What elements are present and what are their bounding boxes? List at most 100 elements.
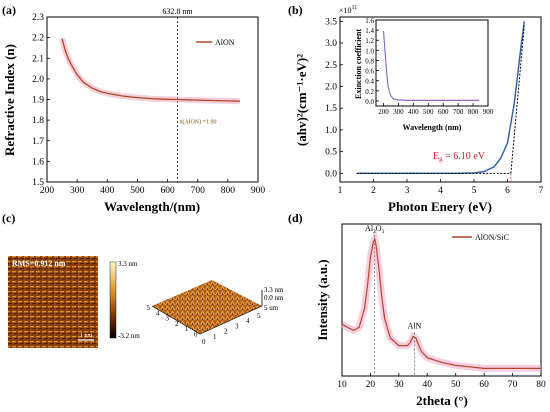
panel-b-y-tick-label-5: 2.5 (325, 61, 337, 71)
panel-a-annotation: n(AlON) =1.90 (179, 119, 216, 126)
panel-b-series (356, 21, 525, 174)
panel-a-y-tick-label-1: 1.6 (32, 157, 44, 167)
panel-d-legend-label: AlON/SiC (475, 233, 509, 242)
panel-d-x-tick-label-4: 50 (451, 380, 461, 390)
panel-a-y-tick-label-8: 2.3 (32, 13, 44, 23)
panel-b-inset-y-tick-label-4: 0.8 (365, 57, 374, 65)
panel-c-x-tick-1: 4 (156, 309, 160, 317)
panel-b-x-tick-label-2: 3 (405, 186, 410, 196)
panel-d-peak-label-1: AlN (408, 321, 422, 330)
panel-b-y-ticks: 0.0 0.5 1.0 1.5 2.0 2.5 3.0 3.5 (325, 17, 343, 179)
panel-d-axes (341, 223, 542, 377)
panel-b-x-tick-label-5: 6 (505, 186, 510, 196)
panel-b-x-tick-label-6: 7 (539, 186, 544, 196)
panel-d-x-tick-label-1: 20 (366, 380, 376, 390)
panel-c-y-tick-5: 5 (257, 312, 261, 320)
panel-b-label: (b) (288, 3, 303, 17)
panel-b-y-tick-label-2: 1.0 (325, 126, 337, 136)
panel-b-inset-y-tick-label-7: 1.4 (365, 27, 374, 35)
panel-a-x-tick-label-0: 200 (40, 186, 55, 196)
panel-a-x-tick-label-1: 300 (70, 186, 85, 196)
panel-d-y-axis-label: Intensity (a.u.) (315, 259, 330, 340)
panel-a-x-tick-label-4: 600 (160, 186, 175, 196)
panel-d-peak-label-0: Al2O3 (365, 224, 385, 235)
panel-b-x-ticks: 1 2 3 4 5 6 7 (338, 179, 544, 196)
panel-b-inset-y-tick-label-6: 1.2 (365, 37, 374, 45)
panel-d: (d) 10 20 30 40 50 60 70 80 2theta (°) Intensit… (288, 211, 546, 408)
panel-a-x-tick-label-2: 400 (100, 186, 115, 196)
panel-c-x-tick-2: 3 (166, 315, 170, 323)
panel-b-x-axis-label: Photon Enery (eV) (388, 199, 492, 214)
panel-b-inset-y-tick-label-2: 0.4 (365, 78, 374, 86)
panel-d-x-tick-label-0: 10 (337, 380, 347, 390)
panel-d-x-tick-label-6: 70 (508, 380, 518, 390)
panel-d-x-axis-label: 2theta (°) (416, 393, 468, 408)
panel-c-y-tick-3: 3 (235, 322, 239, 330)
panel-c-xy-unit: 5 um (264, 304, 279, 312)
panel-b-inset-x-tick-label-7: 900 (483, 108, 494, 116)
panel-b-y-tick-label-6: 3.0 (325, 39, 337, 49)
panel-d-error-band (340, 228, 541, 372)
panel-a-label: (a) (2, 3, 16, 17)
panel-b-x-tick-label-3: 4 (438, 186, 443, 196)
panel-c-y-tick-0: 0 (202, 338, 206, 346)
panel-a-y-tick-label-4: 1.9 (32, 96, 44, 106)
panel-b-inset-x-tick-label-4: 600 (438, 108, 449, 116)
panel-a-y-tick-label-2: 1.7 (32, 137, 44, 147)
panel-b-y-multiplier: ×1011 (339, 5, 357, 15)
panel-a-x-tick-label-5: 700 (191, 186, 206, 196)
panel-b-inset-x-tick-label-2: 400 (408, 108, 419, 116)
panel-c-x-tick-3: 2 (175, 320, 179, 328)
panel-b-inset-x-tick-label-5: 700 (453, 108, 464, 116)
panel-a-y-tick-label-5: 2.0 (32, 75, 44, 85)
panel-b-x-tick-label-4: 5 (472, 186, 477, 196)
panel-d-x-tick-label-7: 80 (536, 380, 546, 390)
panel-b-inset-y-tick-label-0: 0.0 (365, 98, 374, 106)
panel-c-z-max: 3.3 nm (264, 286, 284, 294)
panel-a-x-axis-label: Wavelength/(nm) (104, 199, 200, 214)
panel-b-inset-series (382, 31, 479, 101)
panel-c-y-tick-2: 2 (224, 328, 228, 336)
panel-a-y-tick-label-7: 2.2 (32, 34, 44, 44)
panel-b-y-tick-label-3: 1.5 (325, 104, 337, 114)
panel-d-x-ticks: 10 20 30 40 50 60 70 80 (337, 373, 546, 390)
panel-c-3d-frame (151, 305, 263, 335)
panel-b-fit-line (510, 25, 525, 174)
panel-a-x-ticks: 200 300 400 500 600 700 800 900 (40, 179, 266, 196)
panel-c: (c) RMS=0.912 nm 1 nm 3.3 nm -3.2 nm 3.3… (2, 211, 284, 348)
panel-b-x-tick-label-1: 2 (371, 186, 376, 196)
panel-c-y-tick-1: 1 (213, 333, 217, 341)
panel-d-x-tick-label-3: 40 (423, 380, 433, 390)
panel-a-y-tick-label-6: 2.1 (32, 54, 44, 64)
panel-c-label: (c) (2, 211, 15, 225)
panel-d-x-tick-label-5: 60 (479, 380, 489, 390)
panel-a-x-tick-label-3: 500 (130, 186, 145, 196)
panel-b-inset-y-tick-label-8: 1.6 (365, 17, 374, 25)
panel-a: (a) 200 300 400 500 600 700 800 900 1.51.61.71.… (2, 3, 265, 214)
panel-b-inset-x-tick-label-3: 500 (423, 108, 434, 116)
panel-b-inset-x-ticks: 200 300 400 500 600 700 800 900 (378, 103, 494, 116)
panel-d-series-alon-sic (341, 237, 541, 369)
panel-b-inset-x-tick-label-1: 300 (393, 108, 404, 116)
panel-b-inset-axes (375, 19, 489, 107)
panel-c-x-tick-5: 0 (194, 331, 198, 339)
panel-b-inset-y-tick-label-1: 0.2 (365, 88, 374, 96)
panel-b-inset-x-label: Wavelength (nm) (403, 123, 462, 132)
panel-b-inset-y-ticks: 0.0 0.2 0.4 0.6 0.8 1.0 1.2 1.4 1.6 (365, 17, 379, 106)
panel-a-x-tick-label-7: 900 (251, 186, 266, 196)
panel-c-colorbar-max: 3.3 nm (118, 260, 138, 268)
panel-a-y-ticks: 1.5 1.6 1.7 1.8 1.9 2.0 2.1 2.2 2.3 (32, 13, 50, 188)
panel-b-y-tick-label-7: 3.5 (325, 17, 337, 27)
panel-d-peak-markers: Al2O3 AlN (365, 224, 422, 376)
panel-c-afm-image (8, 256, 98, 348)
panel-b-inset-y-tick-label-5: 1.0 (365, 47, 374, 55)
panel-a-error-band (59, 37, 240, 105)
panel-c-rms-label: RMS=0.912 nm (12, 259, 66, 268)
panel-b: (b) ×1011 1 2 3 4 5 6 7 0.0 0.5 1.0 1.5 2.0 2.5 3.0 3… (288, 3, 544, 214)
panel-a-reference-label: 632.8 nm (162, 7, 193, 16)
panel-c-colorbar (109, 261, 117, 339)
panel-a-x-tick-label-6: 800 (221, 186, 236, 196)
panel-c-x-tick-4: 1 (185, 325, 189, 333)
